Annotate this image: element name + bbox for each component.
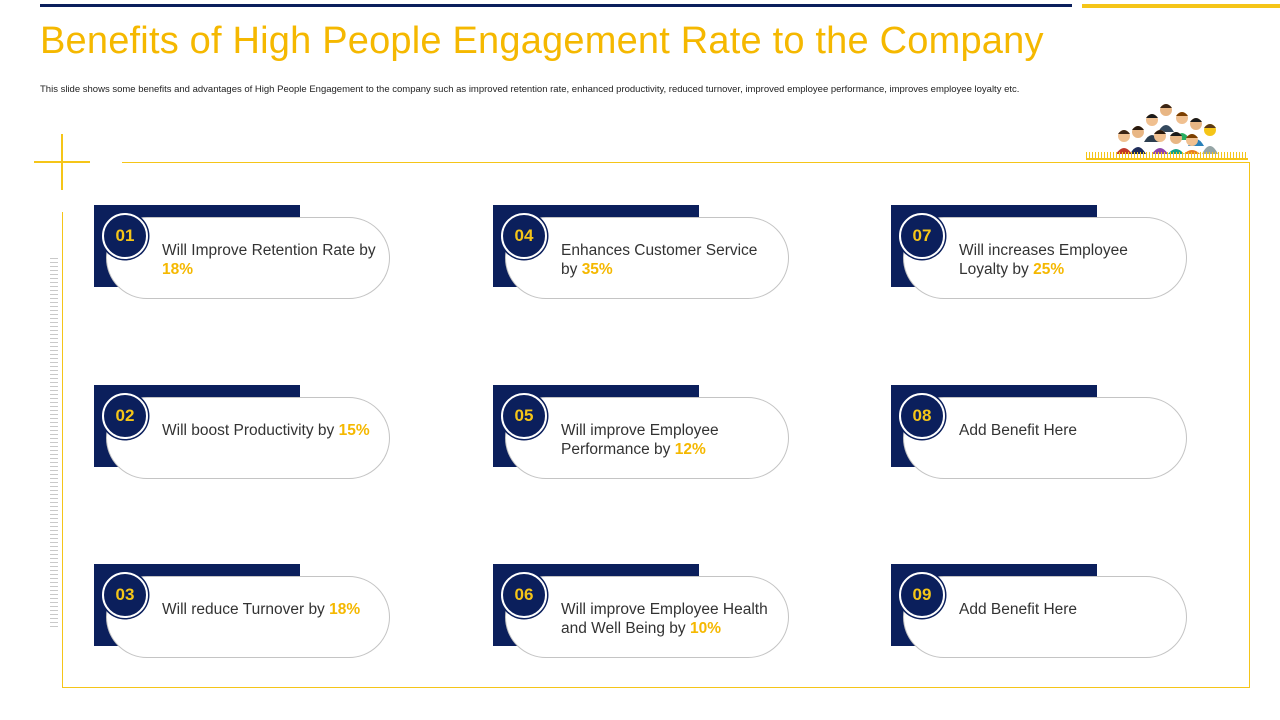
benefit-text: Add Benefit Here: [959, 600, 1175, 619]
card-pill: [903, 576, 1187, 658]
corner-crosshair-h: [34, 161, 90, 163]
content-frame: [62, 162, 1250, 688]
card-pill: [106, 397, 390, 479]
card-pill: [505, 397, 789, 479]
benefit-card: 01 Will Improve Retention Rate by 18%: [94, 205, 394, 301]
benefit-number-badge: 07: [899, 213, 945, 259]
card-pill: [903, 217, 1187, 299]
benefit-label: Enhances Customer Service by: [561, 242, 758, 278]
group-of-people-icon: [1116, 104, 1218, 154]
page-subtitle: This slide shows some benefits and advan…: [40, 84, 1020, 95]
benefit-number-badge: 06: [501, 572, 547, 618]
benefit-percentage: 35%: [581, 261, 613, 278]
benefit-card: 09 Add Benefit Here: [891, 564, 1191, 660]
benefit-text: Will improve Employee Performance by 12%: [561, 421, 777, 459]
people-base-line: [1086, 158, 1248, 160]
benefit-label: Will Improve Retention Rate by: [162, 242, 376, 259]
benefit-label: Will improve Employee Health and Well Be…: [561, 601, 768, 637]
benefit-percentage: 10%: [689, 620, 721, 637]
benefit-label: Add Benefit Here: [959, 422, 1078, 439]
benefit-card: 03 Will reduce Turnover by 18%: [94, 564, 394, 660]
benefit-card: 08 Add Benefit Here: [891, 385, 1191, 481]
benefit-label: Add Benefit Here: [959, 601, 1078, 618]
benefit-percentage: 18%: [162, 261, 194, 278]
side-ruler-decoration: [50, 258, 58, 630]
benefit-text: Add Benefit Here: [959, 421, 1175, 440]
benefit-label: Will improve Employee Performance by: [561, 422, 719, 458]
benefit-text: Will boost Productivity by 15%: [162, 421, 378, 440]
benefit-card: 02 Will boost Productivity by 15%: [94, 385, 394, 481]
benefit-text: Will reduce Turnover by 18%: [162, 600, 378, 619]
card-pill: [505, 217, 789, 299]
card-pill: [903, 397, 1187, 479]
benefit-label: Will increases Employee Loyalty by: [959, 242, 1128, 278]
card-pill: [106, 576, 390, 658]
benefit-label: Will reduce Turnover by: [162, 601, 330, 618]
page-title: Benefits of High People Engagement Rate …: [40, 20, 1044, 62]
benefit-card: 05 Will improve Employee Performance by 1…: [493, 385, 793, 481]
benefit-percentage: 25%: [1033, 261, 1065, 278]
benefit-card: 07 Will increases Employee Loyalty by 25%: [891, 205, 1191, 301]
benefit-number-badge: 03: [102, 572, 148, 618]
card-pill: [106, 217, 390, 299]
benefit-number-badge: 08: [899, 393, 945, 439]
benefit-number-badge: 01: [102, 213, 148, 259]
benefit-label: Will boost Productivity by: [162, 422, 339, 439]
people-base-ruler: [1086, 152, 1248, 160]
benefit-percentage: 12%: [674, 441, 706, 458]
card-pill: [505, 576, 789, 658]
benefit-percentage: 18%: [329, 601, 361, 618]
benefit-number-badge: 09: [899, 572, 945, 618]
top-accent-bar: [40, 4, 1072, 7]
benefit-number-badge: 04: [501, 213, 547, 259]
benefit-card: 04 Enhances Customer Service by 35%: [493, 205, 793, 301]
benefit-text: Will Improve Retention Rate by 18%: [162, 241, 378, 279]
benefit-percentage: 15%: [338, 422, 370, 439]
top-accent-bar-gold: [1082, 4, 1280, 8]
benefit-number-badge: 05: [501, 393, 547, 439]
benefit-card: 06 Will improve Employee Health and Well …: [493, 564, 793, 660]
benefit-text: Will increases Employee Loyalty by 25%: [959, 241, 1175, 279]
benefit-text: Enhances Customer Service by 35%: [561, 241, 777, 279]
benefit-number-badge: 02: [102, 393, 148, 439]
benefit-text: Will improve Employee Health and Well Be…: [561, 600, 777, 638]
